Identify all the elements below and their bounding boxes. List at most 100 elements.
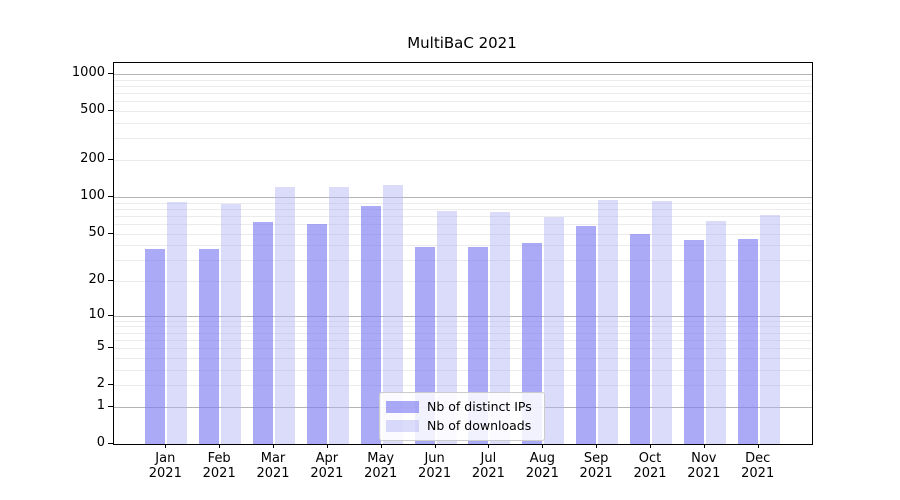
bar-downloads-mar <box>275 187 295 444</box>
y-tick-label: 50 <box>88 224 105 240</box>
plot-area <box>113 62 813 445</box>
y-tick-mark <box>108 443 113 444</box>
y-tick-mark <box>108 195 113 197</box>
y-tick-mark <box>108 159 113 160</box>
minor-gridline <box>114 111 812 113</box>
major-gridline <box>114 315 812 317</box>
x-tick-mark <box>596 444 598 448</box>
x-tick-label: Aug 2021 <box>525 451 559 481</box>
minor-gridline <box>114 208 812 210</box>
x-tick-mark <box>380 444 382 448</box>
x-tick-label: Sep 2021 <box>579 451 613 481</box>
bar-downloads-jul <box>490 212 511 444</box>
y-tick-label: 10 <box>88 306 105 322</box>
minor-gridline <box>114 223 812 225</box>
y-tick-label: 1000 <box>71 65 105 80</box>
bar-distinct-ips-sep <box>576 225 597 444</box>
minor-gridline <box>114 357 812 359</box>
minor-gridline <box>114 332 812 334</box>
bar-downloads-feb <box>221 204 242 444</box>
bar-distinct-ips-jan <box>145 249 166 444</box>
minor-gridline <box>114 123 812 124</box>
x-tick-label: Nov 2021 <box>687 451 721 481</box>
x-tick-mark <box>273 444 274 448</box>
x-tick-mark <box>434 444 436 448</box>
bar-distinct-ips-nov <box>683 240 704 444</box>
y-tick-mark <box>108 405 113 407</box>
bar-downloads-dec <box>759 215 780 444</box>
x-tick-mark <box>488 444 490 448</box>
bar-distinct-ips-oct <box>630 233 650 444</box>
minor-gridline <box>114 93 812 95</box>
y-tick-mark <box>108 347 113 349</box>
minor-gridline <box>114 233 812 235</box>
bar-distinct-ips-may <box>360 206 381 444</box>
x-tick-mark <box>703 444 705 448</box>
x-tick-label: Jun 2021 <box>418 451 452 481</box>
bar-downloads-nov <box>705 221 726 444</box>
minor-gridline <box>114 369 812 371</box>
y-tick-label: 1 <box>96 397 105 413</box>
y-tick-mark <box>108 384 113 386</box>
legend-swatch-distinct-ips <box>386 400 419 413</box>
x-tick-mark <box>650 444 651 448</box>
y-tick-label: 200 <box>80 151 105 166</box>
minor-gridline <box>114 326 812 328</box>
minor-gridline <box>114 101 812 103</box>
major-gridline <box>114 74 812 75</box>
x-tick-mark <box>757 444 759 448</box>
chart-title: MultiBaC 2021 <box>407 34 517 52</box>
x-tick-mark <box>542 444 544 448</box>
bar-distinct-ips-mar <box>253 222 273 444</box>
minor-gridline <box>114 86 812 87</box>
minor-gridline <box>114 385 812 387</box>
minor-gridline <box>114 348 812 350</box>
legend-row-distinct-ips: Nb of distinct IPs <box>380 397 544 416</box>
x-tick-label: Jan 2021 <box>148 451 182 481</box>
legend-label-downloads: Nb of downloads <box>427 418 532 433</box>
y-tick-mark <box>108 314 113 316</box>
legend-swatch-downloads <box>386 419 419 432</box>
x-tick-mark <box>219 444 221 448</box>
y-tick-label: 0 <box>96 435 105 450</box>
y-tick-mark <box>108 110 113 112</box>
x-tick-label: Oct 2021 <box>633 451 667 481</box>
legend-row-downloads: Nb of downloads <box>380 416 544 435</box>
minor-gridline <box>114 160 812 161</box>
bar-downloads-apr <box>328 186 349 444</box>
minor-gridline <box>114 320 812 322</box>
bar-downloads-oct <box>652 200 672 444</box>
y-tick-label: 2 <box>96 376 105 392</box>
y-tick-label: 5 <box>96 339 105 355</box>
y-tick-mark <box>108 280 113 281</box>
x-tick-mark <box>326 444 328 448</box>
minor-gridline <box>114 202 812 204</box>
legend: Nb of distinct IPs Nb of downloads <box>379 392 545 441</box>
bar-downloads-aug <box>544 217 565 444</box>
y-tick-label: 100 <box>80 187 105 203</box>
bar-downloads-sep <box>598 199 619 444</box>
minor-gridline <box>114 215 812 217</box>
bar-downloads-jun <box>436 210 457 444</box>
major-gridline <box>114 196 812 198</box>
y-tick-label: 500 <box>80 102 105 118</box>
minor-gridline <box>114 245 812 247</box>
bar-distinct-ips-dec <box>737 239 758 444</box>
y-tick-mark <box>108 232 113 234</box>
minor-gridline <box>114 79 812 81</box>
minor-gridline <box>114 339 812 341</box>
minor-gridline <box>114 138 812 140</box>
x-tick-mark <box>165 444 167 448</box>
x-tick-label: Mar 2021 <box>256 451 290 481</box>
minor-gridline <box>114 260 812 262</box>
y-tick-mark <box>108 73 113 74</box>
y-tick-label: 20 <box>88 272 105 287</box>
bar-distinct-ips-apr <box>306 223 327 444</box>
bar-downloads-jan <box>167 201 188 444</box>
x-tick-label: Dec 2021 <box>741 451 775 481</box>
minor-gridline <box>114 281 812 282</box>
x-tick-label: May 2021 <box>364 451 398 481</box>
x-tick-label: Apr 2021 <box>310 451 344 481</box>
bar-distinct-ips-feb <box>199 249 220 444</box>
